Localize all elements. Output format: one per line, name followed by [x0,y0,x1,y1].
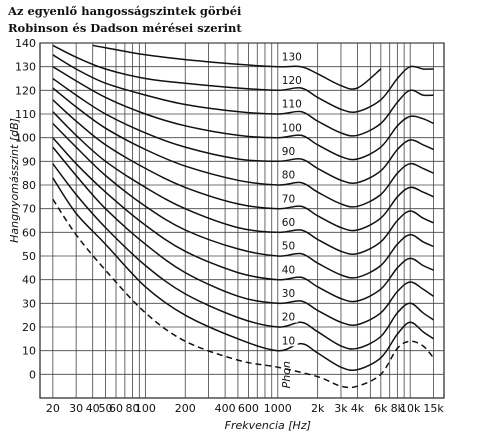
loudness-curve [92,44,382,90]
x-tick-label: 30 [69,402,83,415]
curve-label: 40 [282,264,295,276]
y-tick-label: 130 [15,61,36,74]
loudness-curve [52,198,435,389]
curve-label-bg [279,49,305,63]
phon-label: Phon [280,361,293,388]
x-tick-label: 2k [311,402,325,415]
curve-label-bg [279,309,298,323]
curve-label-bg [279,333,298,347]
x-tick-label: 10k [400,402,421,415]
x-tick-label: 80 [126,402,140,415]
curve-label-bg [279,143,298,157]
curve-label-bg [279,120,305,134]
x-tick-label: 40 [86,402,100,415]
x-tick-label: 50 [99,402,113,415]
curve-label-bg [279,167,298,181]
y-tick-label: 60 [22,226,36,239]
curve-label: 30 [282,288,295,300]
curve-label: 130 [282,51,302,63]
x-axis-label: Frekvencia [Hz] [225,419,311,432]
curve-label-bg [279,191,298,205]
x-tick-label: 20 [46,402,60,415]
x-tick-label: 1000 [264,402,292,415]
curve-label-bg [279,72,305,86]
curve-label-bg [279,285,298,299]
y-tick-label: 140 [15,37,36,50]
curve-label: 20 [282,312,295,324]
y-tick-labels: 0 10 20 30 40 50 60 70 80 90 100 110 120 130 140 [15,37,36,381]
curves [52,44,435,389]
curve-label: 90 [282,146,295,158]
y-tick-label: 40 [22,274,36,287]
loudness-curve [52,66,434,161]
y-tick-label: 80 [22,179,36,192]
loudness-curve [52,77,434,184]
x-tick-label: 3k [334,402,348,415]
loudness-curve [52,122,434,279]
y-tick-label: 120 [15,84,36,97]
y-axis-label: Hangnyomásszint [dB] [8,118,21,243]
x-tick-label: 600 [238,402,259,415]
curve-label: 70 [282,193,295,205]
x-tick-label: 4k [351,402,365,415]
chart-title-line-2: Robinson és Dadson mérései szerint [8,21,242,35]
loudness-curve [52,44,434,113]
y-tick-label: 20 [22,321,36,334]
loudness-curve [52,137,434,303]
loudness-curve [52,177,434,372]
curve-label: 100 [282,122,302,134]
x-tick-label: 15k [423,402,444,415]
x-tick-label: 400 [215,402,236,415]
grid [39,42,445,399]
curve-label-bg [279,262,298,276]
x-tick-label: 200 [175,402,196,415]
x-tick-label: 8k [391,402,405,415]
y-tick-label: 0 [29,368,36,381]
loudness-curve [52,87,434,208]
curve-label: 60 [282,217,295,229]
loudness-curve [52,111,434,255]
curve-label: 120 [282,75,302,87]
x-tick-label: 100 [135,402,156,415]
y-tick-label: 100 [15,132,36,145]
curve-label: 50 [282,241,295,253]
x-tick-label: 60 [109,402,123,415]
y-tick-label: 90 [22,155,36,168]
y-tick-label: 30 [22,297,36,310]
curve-label-bg [279,238,298,252]
loudness-curve [52,54,434,137]
curve-label: 80 [282,170,295,182]
chart-title-line-1: Az egyenlő hangosságszintek görbéi [8,4,242,18]
loudness-curve [52,163,434,350]
loudness-curve [52,146,434,326]
curve-labels: 10 20 30 40 50 60 70 80 90 100 110 120 130 [279,49,305,347]
curve-label: 10 [282,335,295,347]
curve-label-bg [279,214,298,228]
y-tick-label: 50 [22,250,36,263]
y-tick-label: 110 [15,108,36,121]
loudness-curve [52,99,434,232]
curve-label-bg [279,96,305,110]
x-tick-label: 6k [374,402,388,415]
curve-label: 110 [282,99,302,111]
y-tick-label: 70 [22,203,36,216]
y-tick-label: 10 [22,345,36,358]
